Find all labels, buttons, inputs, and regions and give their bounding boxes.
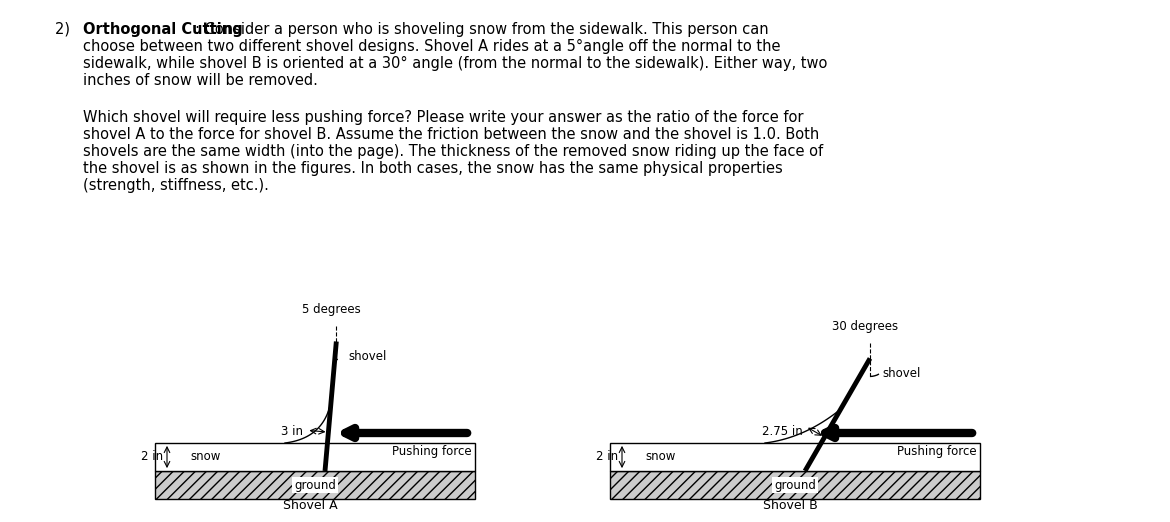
Text: ground: ground <box>294 479 336 492</box>
Text: the shovel is as shown in the figures. In both cases, the snow has the same phys: the shovel is as shown in the figures. I… <box>83 161 783 176</box>
Text: Orthogonal Cutting: Orthogonal Cutting <box>83 22 242 37</box>
Text: sidewalk, while shovel B is oriented at a 30° angle (from the normal to the side: sidewalk, while shovel B is oriented at … <box>83 56 827 71</box>
FancyBboxPatch shape <box>610 443 980 471</box>
Text: shovels are the same width (into the page). The thickness of the removed snow ri: shovels are the same width (into the pag… <box>83 144 824 159</box>
Text: shovel: shovel <box>882 367 921 380</box>
Text: 3 in: 3 in <box>282 425 303 437</box>
Text: Shovel A: Shovel A <box>283 499 337 512</box>
Text: Pushing force: Pushing force <box>897 445 977 458</box>
Text: : Consider a person who is shoveling snow from the sidewalk. This person can: : Consider a person who is shoveling sno… <box>195 22 769 37</box>
Text: 2 in: 2 in <box>140 450 163 464</box>
FancyBboxPatch shape <box>610 471 980 499</box>
Text: snow: snow <box>190 450 220 464</box>
Text: 2.75 in: 2.75 in <box>762 425 803 438</box>
Text: 5 degrees: 5 degrees <box>302 303 360 316</box>
FancyBboxPatch shape <box>154 443 475 471</box>
FancyBboxPatch shape <box>154 471 475 499</box>
Text: inches of snow will be removed.: inches of snow will be removed. <box>83 73 318 88</box>
Text: (strength, stiffness, etc.).: (strength, stiffness, etc.). <box>83 178 269 193</box>
Text: snow: snow <box>645 450 675 464</box>
Text: choose between two different shovel designs. Shovel A rides at a 5°angle off the: choose between two different shovel desi… <box>83 39 780 54</box>
Text: Pushing force: Pushing force <box>392 445 472 458</box>
Text: ground: ground <box>775 479 815 492</box>
Text: shovel: shovel <box>349 350 387 363</box>
Text: 30 degrees: 30 degrees <box>832 321 899 334</box>
Text: 2 in: 2 in <box>596 450 618 464</box>
Text: Shovel B: Shovel B <box>763 499 818 512</box>
Text: Which shovel will require less pushing force? Please write your answer as the ra: Which shovel will require less pushing f… <box>83 110 804 125</box>
Text: 2): 2) <box>55 22 80 37</box>
Text: shovel A to the force for shovel B. Assume the friction between the snow and the: shovel A to the force for shovel B. Assu… <box>83 127 819 142</box>
